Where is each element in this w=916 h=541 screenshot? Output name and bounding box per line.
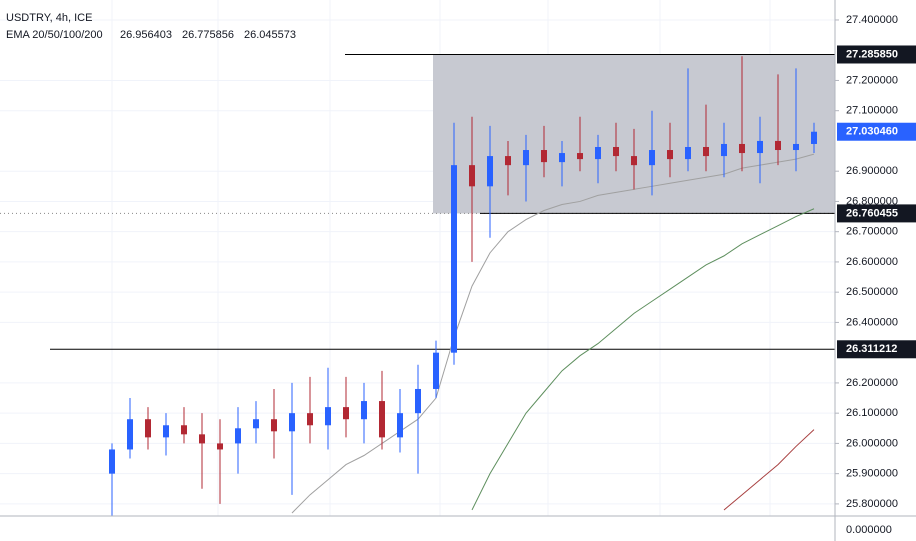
candle-body: [199, 434, 205, 444]
lower-pane-tick-label: 0.000000: [846, 524, 892, 536]
ema-line: [723, 429, 815, 511]
y-tick-label: 26.200000: [846, 377, 898, 389]
candle-body: [163, 425, 169, 438]
legend: USDTRY, 4h, ICE EMA 20/50/100/200 26.956…: [6, 12, 296, 41]
candle-body: [577, 153, 583, 160]
candle-body: [487, 156, 493, 187]
candle-body: [613, 146, 619, 157]
candle-body: [325, 407, 331, 426]
y-tick-label: 26.000000: [846, 437, 898, 449]
y-tick-label: 26.400000: [846, 316, 898, 328]
candle-body: [739, 143, 745, 154]
ema-line: [471, 208, 815, 511]
candle-body: [505, 156, 511, 166]
y-tick-label: 25.800000: [846, 498, 898, 510]
candle-body: [541, 150, 547, 163]
ema-value: 26.775856: [182, 29, 234, 41]
ema-value: 26.045573: [244, 29, 296, 41]
candle-body: [775, 140, 781, 151]
candle-body: [559, 153, 565, 163]
candle-body: [811, 131, 817, 144]
candle-body: [235, 428, 241, 444]
candle-body: [397, 413, 403, 438]
candle-body: [667, 150, 673, 160]
candle-body: [703, 146, 709, 157]
candle-body: [451, 165, 457, 353]
price-label: 26.311212: [846, 343, 897, 355]
y-tick-label: 26.700000: [846, 226, 898, 238]
candle-body: [253, 419, 259, 429]
candle-body: [649, 150, 655, 166]
y-tick-label: 27.400000: [846, 14, 898, 26]
candle-body: [595, 146, 601, 160]
price-label-box: [837, 122, 916, 141]
candle-body: [721, 143, 727, 157]
y-tick-label: 26.600000: [846, 256, 898, 268]
candle-body: [289, 413, 295, 432]
candle-body: [217, 443, 223, 450]
y-tick-label: 26.800000: [846, 195, 898, 207]
candle-body: [793, 143, 799, 151]
candle-body: [631, 156, 637, 166]
indicator-label: EMA 20/50/100/200: [6, 29, 103, 41]
candle-body: [523, 150, 529, 166]
y-tick-label: 25.900000: [846, 468, 898, 480]
candle-body: [361, 401, 367, 420]
y-tick-label: 27.100000: [846, 105, 898, 117]
candle-body: [685, 146, 691, 160]
y-tick-label: 27.200000: [846, 74, 898, 86]
y-tick-label: 26.100000: [846, 407, 898, 419]
candle-body: [307, 413, 313, 426]
ema-value: 26.956403: [120, 29, 172, 41]
candle-body: [145, 419, 151, 438]
price-label-box: [837, 340, 916, 359]
price-label-box: [837, 45, 916, 64]
y-tick-label: 26.500000: [846, 286, 898, 298]
candle-body: [469, 165, 475, 187]
candle-body: [343, 407, 349, 420]
candle-body: [271, 419, 277, 432]
candle-body: [379, 401, 385, 438]
candle-body: [415, 388, 421, 414]
candle-body: [181, 425, 187, 435]
candle-body: [127, 419, 133, 450]
chart-title: USDTRY, 4h, ICE: [6, 12, 92, 24]
price-label-box: [837, 204, 916, 223]
ema-line: [291, 153, 815, 514]
price-label: 27.030460: [846, 126, 898, 138]
y-tick-label: 26.900000: [846, 165, 898, 177]
candle-body: [109, 449, 115, 474]
price-label: 27.285850: [846, 48, 898, 60]
price-label: 26.760455: [846, 207, 898, 219]
candle-body: [757, 140, 763, 154]
candle-body: [433, 352, 439, 389]
